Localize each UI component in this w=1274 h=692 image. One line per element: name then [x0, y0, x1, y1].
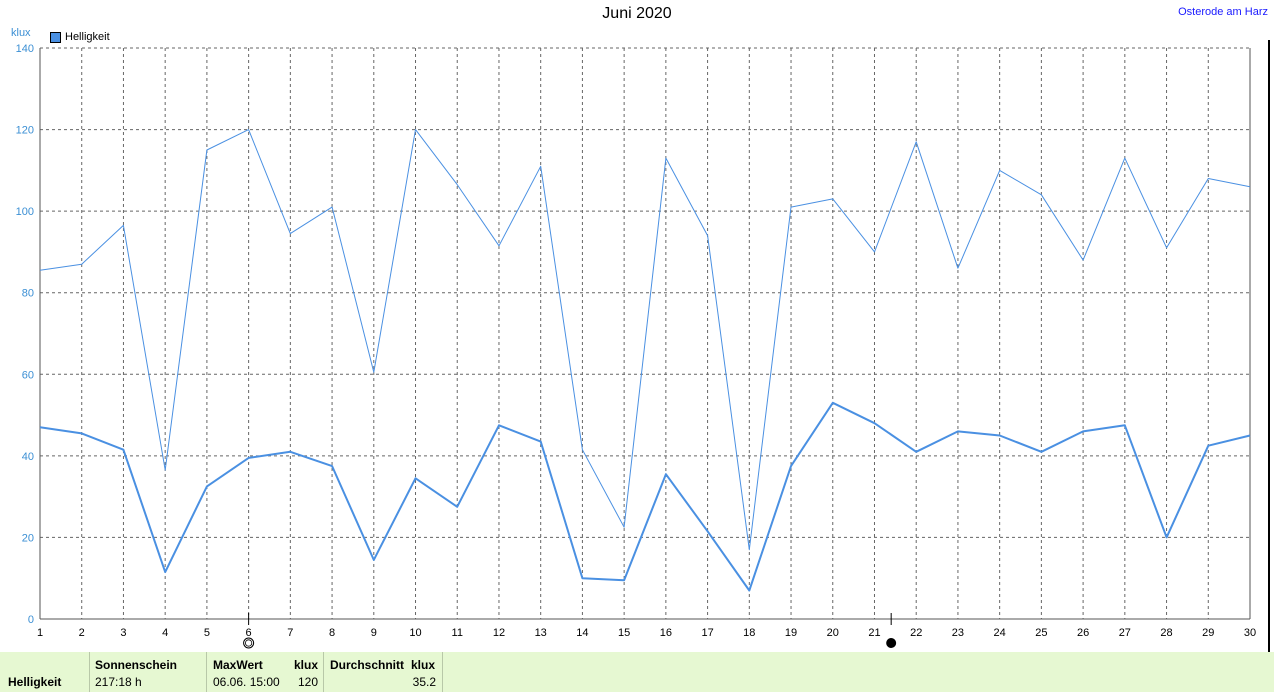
data-series — [39, 129, 1251, 592]
average-unit: klux — [411, 658, 436, 672]
y-tick-label: 120 — [16, 125, 34, 137]
right-border — [1268, 40, 1270, 652]
x-tick-label: 25 — [1035, 627, 1047, 639]
average-cell: Durchschnitt klux 35.2 — [323, 652, 443, 692]
x-tick-label: 16 — [660, 627, 672, 639]
x-tick-label: 6 — [246, 627, 252, 639]
sunshine-value: 217:18 h — [95, 675, 142, 689]
x-tick-label: 24 — [994, 627, 1006, 639]
full-moon-inner — [245, 639, 253, 647]
x-tick-label: 28 — [1160, 627, 1172, 639]
x-tick-label: 30 — [1244, 627, 1256, 639]
chart-title: Juni 2020 — [602, 5, 672, 22]
y-tick-label: 20 — [22, 532, 34, 544]
y-tick-label: 40 — [22, 451, 34, 463]
x-tick-label: 13 — [535, 627, 547, 639]
y-tick-label: 100 — [16, 206, 34, 218]
x-tick-label: 5 — [204, 627, 210, 639]
grid-lines — [40, 47, 1250, 619]
legend-swatch — [50, 31, 61, 43]
max-cell: MaxWert klux 06.06. 15:00 120 — [206, 652, 324, 692]
x-tick-label: 22 — [910, 627, 922, 639]
location-label: Osterode am Harz — [1178, 6, 1268, 18]
max-label: MaxWert — [213, 658, 263, 672]
x-tick-label: 1 — [37, 627, 43, 639]
x-tick-label: 10 — [409, 627, 421, 639]
y-tick-label: 0 — [28, 614, 34, 626]
average-value: 35.2 — [412, 675, 436, 689]
y-tick-label: 60 — [22, 369, 34, 381]
legend[interactable]: Helligkeit — [50, 31, 110, 43]
average-series-line — [39, 401, 1251, 592]
axes — [39, 48, 1251, 620]
summary-footer: Helligkeit Sonnenschein 217:18 h MaxWert… — [0, 652, 1274, 692]
y-tick-label: 140 — [16, 43, 34, 55]
x-tick-label: 27 — [1119, 627, 1131, 639]
footer-row-label: Helligkeit — [8, 675, 62, 689]
max-series-line — [39, 129, 1251, 551]
x-tick-label: 26 — [1077, 627, 1089, 639]
sunshine-label: Sonnenschein — [95, 658, 178, 672]
x-tick-label: 2 — [79, 627, 85, 639]
x-tick-label: 9 — [371, 627, 377, 639]
new-moon-icon — [886, 638, 897, 648]
x-tick-label: 20 — [827, 627, 839, 639]
x-tick-label: 29 — [1202, 627, 1214, 639]
average-label: Durchschnitt — [330, 658, 405, 672]
x-tick-label: 18 — [743, 627, 755, 639]
y-axis-unit: klux — [11, 27, 31, 39]
max-value: 120 — [297, 675, 318, 689]
x-tick-label: 4 — [162, 627, 168, 639]
x-tick-label: 3 — [120, 627, 126, 639]
x-tick-label: 11 — [452, 627, 463, 639]
x-tick-label: 21 — [868, 627, 880, 639]
x-tick-label: 12 — [493, 627, 505, 639]
legend-label: Helligkeit — [65, 31, 110, 43]
sunshine-cell: Sonnenschein 217:18 h — [89, 652, 207, 692]
x-tick-label: 7 — [287, 627, 293, 639]
moon-phase-markers — [243, 613, 897, 649]
max-date: 06.06. 15:00 — [213, 675, 280, 689]
x-tick-label: 8 — [329, 627, 335, 639]
x-tick-label: 15 — [618, 627, 630, 639]
x-tick-label: 19 — [785, 627, 797, 639]
y-tick-label: 80 — [22, 288, 34, 300]
max-unit: klux — [294, 658, 319, 672]
x-tick-label: 17 — [701, 627, 713, 639]
x-tick-label: 23 — [952, 627, 964, 639]
x-tick-label: 14 — [576, 627, 588, 639]
